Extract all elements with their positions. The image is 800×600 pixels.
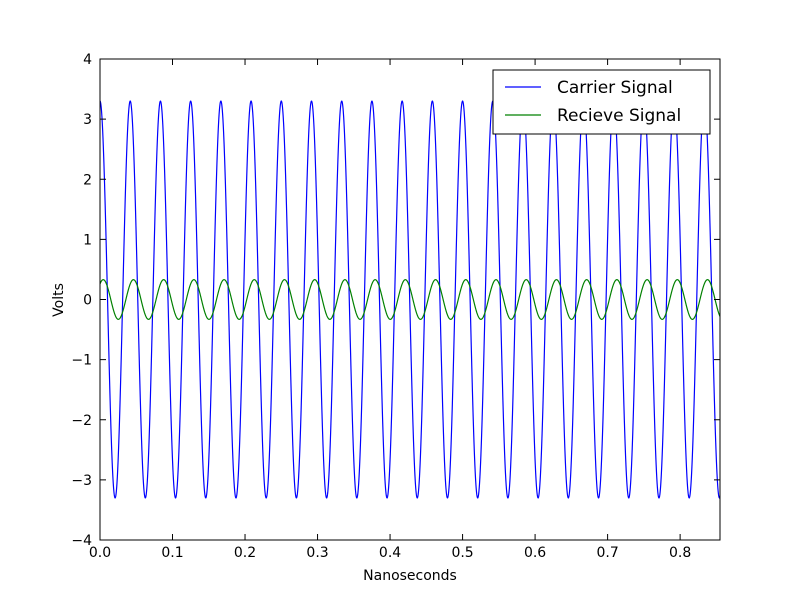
y-tick-label: 2 xyxy=(83,172,92,188)
y-tick-label: −3 xyxy=(71,473,92,489)
x-axis-title: Nanoseconds xyxy=(363,568,457,584)
x-tick-label: 0.0 xyxy=(89,545,111,561)
series-line-0 xyxy=(100,100,720,499)
legend: Carrier Signal Recieve Signal xyxy=(492,69,711,135)
y-axis-title: Volts xyxy=(51,283,67,317)
y-tick-label: −1 xyxy=(71,353,92,369)
series-line-1 xyxy=(100,279,720,320)
x-tick-label: 0.1 xyxy=(161,545,183,561)
x-tick-label: 0.4 xyxy=(379,545,401,561)
y-tick-label: 0 xyxy=(83,293,92,309)
y-tick-label: 4 xyxy=(83,52,92,68)
x-tick-label: 0.3 xyxy=(306,545,328,561)
x-tick-label: 0.6 xyxy=(524,545,546,561)
legend-label-carrier: Carrier Signal xyxy=(557,78,673,98)
y-tick-label: −2 xyxy=(71,413,92,429)
y-tick-label: −4 xyxy=(71,533,92,549)
legend-label-recieve: Recieve Signal xyxy=(557,106,681,126)
y-tick-label: 1 xyxy=(83,232,92,248)
legend-box xyxy=(492,69,711,135)
x-tick-label: 0.8 xyxy=(669,545,691,561)
x-tick-label: 0.2 xyxy=(234,545,256,561)
x-tick-label: 0.7 xyxy=(596,545,618,561)
x-tick-label: 0.5 xyxy=(451,545,473,561)
ticks-layer: 0.0 0.1 0.2 0.3 0.4 0.5 0.6 0.7 0.8 −4 −3 −2 −1 0 1 2 3 4 xyxy=(71,52,720,561)
y-tick-label: 3 xyxy=(83,112,92,128)
series-layer xyxy=(100,100,720,499)
